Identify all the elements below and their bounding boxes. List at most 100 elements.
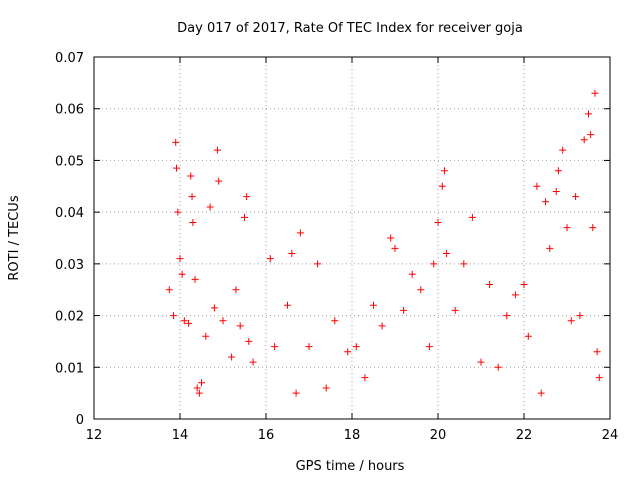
y-tick-label: 0.05 xyxy=(55,154,84,169)
y-tick-label: 0.03 xyxy=(55,258,84,273)
data-point xyxy=(503,312,511,320)
data-point xyxy=(434,218,442,226)
data-point xyxy=(425,343,433,351)
data-point xyxy=(567,317,575,325)
data-point xyxy=(284,301,291,309)
y-tick-label: 0.07 xyxy=(55,51,84,66)
data-point xyxy=(576,312,584,320)
data-point xyxy=(563,224,571,232)
data-point xyxy=(271,343,279,351)
data-point xyxy=(524,332,532,340)
data-point xyxy=(546,244,554,252)
data-point xyxy=(193,384,201,392)
data-point xyxy=(468,213,476,221)
data-point xyxy=(305,343,313,351)
y-tick-label: 0.02 xyxy=(55,310,84,325)
data-point xyxy=(322,384,330,392)
data-point xyxy=(417,286,425,294)
data-point xyxy=(443,250,451,258)
data-point xyxy=(172,138,180,146)
data-point xyxy=(331,317,339,325)
data-point xyxy=(494,363,502,371)
data-point xyxy=(589,224,597,232)
data-point xyxy=(559,146,567,154)
data-point xyxy=(533,182,541,190)
x-tick-label: 18 xyxy=(344,428,361,443)
data-point xyxy=(180,317,188,325)
data-point xyxy=(370,301,377,309)
data-point xyxy=(296,229,304,237)
data-point xyxy=(591,89,599,97)
data-point xyxy=(408,270,416,278)
data-point xyxy=(378,322,386,330)
data-point xyxy=(587,131,595,139)
data-point xyxy=(195,389,203,397)
x-tick-label: 20 xyxy=(430,428,447,443)
data-point xyxy=(361,374,369,382)
grid xyxy=(94,57,610,419)
data-point xyxy=(477,358,485,366)
y-axis-label: ROTI / TECUs xyxy=(7,195,22,280)
x-axis-label: GPS time / hours xyxy=(296,459,405,474)
data-point xyxy=(595,374,603,382)
data-point xyxy=(511,291,519,299)
data-point xyxy=(266,255,274,263)
data-point xyxy=(352,343,360,351)
data-point xyxy=(391,244,399,252)
data-point xyxy=(232,286,240,294)
data-point xyxy=(520,281,528,289)
data-point xyxy=(243,193,251,201)
x-tick-label: 22 xyxy=(516,428,533,443)
data-point xyxy=(451,306,459,314)
data-point xyxy=(189,218,197,226)
data-point xyxy=(585,110,592,118)
data-point xyxy=(206,203,214,211)
data-point xyxy=(552,187,560,195)
data-point xyxy=(292,389,300,397)
data-point xyxy=(178,270,186,278)
data-point xyxy=(185,319,193,327)
data-point xyxy=(187,172,195,180)
data-point xyxy=(430,260,438,268)
data-point xyxy=(228,353,236,361)
data-point xyxy=(188,193,196,201)
data-point xyxy=(213,146,221,154)
data-point xyxy=(173,164,181,172)
data-point xyxy=(580,136,588,144)
data-point xyxy=(198,379,205,387)
data-point xyxy=(537,389,545,397)
data-points xyxy=(165,89,603,397)
y-tick-label: 0 xyxy=(76,413,84,428)
data-point xyxy=(174,208,182,216)
x-tick-label: 12 xyxy=(86,428,103,443)
data-point xyxy=(202,332,210,340)
y-tick-label: 0.01 xyxy=(55,361,84,376)
data-point xyxy=(400,306,408,314)
x-tick-label: 14 xyxy=(172,428,189,443)
data-point xyxy=(593,348,601,356)
data-point xyxy=(314,260,322,268)
y-tick-label: 0.06 xyxy=(55,103,84,118)
y-tick-label: 0.04 xyxy=(55,206,84,221)
data-point xyxy=(440,167,448,175)
data-point xyxy=(236,322,244,330)
axis-ticks: 12 14 16 18 20 22 24 0 0.01 0.02 0.03 0.04 0.05 0.06 0… xyxy=(55,51,618,443)
data-point xyxy=(170,312,178,320)
x-tick-label: 24 xyxy=(602,428,619,443)
data-point xyxy=(438,182,446,190)
data-point xyxy=(249,358,257,366)
data-point xyxy=(191,275,199,283)
data-point xyxy=(241,213,248,221)
data-point xyxy=(219,317,227,325)
chart-title: Day 017 of 2017, Rate Of TEC Index for r… xyxy=(177,21,523,36)
data-point xyxy=(554,167,562,175)
data-point xyxy=(486,281,494,289)
data-point xyxy=(344,348,352,356)
data-point xyxy=(215,177,223,185)
data-point xyxy=(165,286,173,294)
data-point xyxy=(460,260,468,268)
data-point xyxy=(176,255,184,263)
x-tick-label: 16 xyxy=(258,428,275,443)
